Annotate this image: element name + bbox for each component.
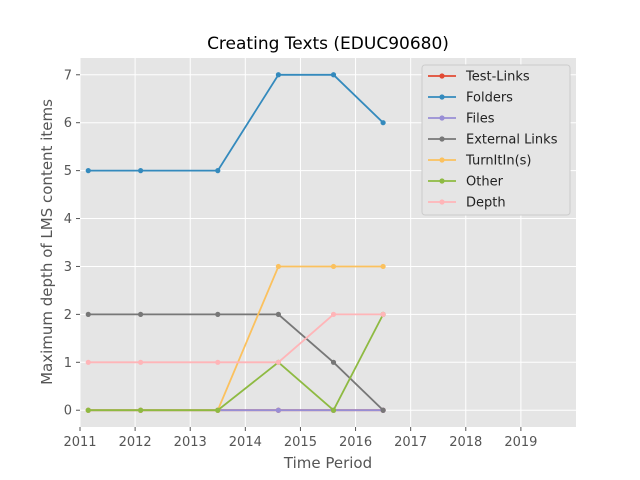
legend-item-other: Other (428, 175, 504, 190)
legend-label: Other (466, 175, 504, 190)
legend-label: TurnItIn(s) (465, 154, 531, 169)
y-axis-label: Maximum depth of LMS content items (38, 99, 56, 385)
legend-item-depth: Depth (428, 196, 506, 211)
series-line-other (88, 313, 384, 412)
data-point-external-links (275, 311, 281, 317)
legend-label: External Links (466, 133, 558, 148)
y-axis: 0 1 2 3 4 5 6 7 (64, 68, 80, 419)
y-tick-label: 5 (64, 164, 72, 179)
y-tick-label: 2 (64, 308, 72, 323)
x-tick-label: 2012 (119, 435, 152, 450)
series-line-depth (88, 313, 384, 364)
data-point-folders (85, 168, 91, 174)
data-point-folders (380, 120, 386, 126)
x-tick-label: 2014 (229, 435, 262, 450)
data-point-external-links (85, 311, 91, 317)
x-axis-label: Time Period (283, 454, 372, 472)
series-external-links (85, 311, 386, 413)
data-point-files (275, 407, 281, 413)
data-point-other (138, 407, 144, 413)
data-point-turnitin-s (330, 263, 337, 270)
series-other (85, 311, 386, 413)
series-depth (85, 311, 386, 365)
legend-marker (439, 136, 445, 142)
data-point-other (85, 407, 91, 413)
data-point-depth (330, 311, 337, 317)
series-line-folders (88, 73, 384, 172)
data-point-depth (215, 359, 221, 365)
series-folders (85, 72, 386, 174)
legend-marker (439, 157, 445, 163)
legend-marker (439, 94, 445, 100)
legend-label: Test-Links (465, 70, 530, 85)
x-axis: 2011 2012 2013 2014 2015 2016 2017 2018 2019 (63, 427, 537, 450)
data-point-folders (330, 72, 337, 78)
legend-item-turnitin-s: TurnItIn(s) (428, 154, 531, 169)
data-point-turnitin-s (380, 263, 386, 270)
x-tick-label: 2019 (504, 435, 537, 450)
data-point-depth (275, 359, 281, 365)
x-tick-label: 2015 (284, 435, 317, 450)
legend-marker (439, 73, 445, 79)
legend-item-files: Files (428, 112, 495, 127)
legend-label: Depth (466, 196, 506, 211)
data-point-external-links (380, 407, 386, 413)
legend-box (421, 64, 571, 216)
y-tick-label: 6 (64, 116, 72, 131)
data-point-folders (275, 72, 281, 78)
chart-title: Creating Texts (EDUC90680) (207, 34, 449, 54)
data-point-external-links (215, 311, 221, 317)
data-point-folders (215, 168, 221, 174)
y-tick-label: 7 (64, 68, 72, 83)
legend-marker (439, 199, 445, 205)
data-point-external-links (330, 359, 337, 365)
data-point-turnitin-s (275, 263, 281, 270)
x-tick-label: 2013 (174, 435, 207, 450)
series-layer (85, 72, 386, 413)
legend-marker (439, 178, 445, 184)
y-tick-label: 1 (64, 356, 72, 371)
x-tick-label: 2011 (63, 435, 96, 450)
x-tick-label: 2017 (394, 435, 427, 450)
data-point-other (330, 407, 337, 413)
legend-item-external-links: External Links (428, 133, 558, 148)
y-tick-label: 0 (64, 404, 72, 419)
data-point-depth (380, 311, 386, 317)
legend-item-folders: Folders (428, 91, 513, 106)
legend-item-test-links: Test-Links (428, 70, 530, 85)
y-tick-label: 3 (64, 260, 72, 275)
x-tick-label: 2016 (339, 435, 372, 450)
data-point-folders (138, 168, 144, 174)
data-point-other (215, 407, 221, 413)
data-point-depth (138, 359, 144, 365)
legend-label: Folders (466, 91, 513, 106)
x-tick-label: 2018 (449, 435, 482, 450)
legend: Test-Links Folders Files External Links Turn… (421, 64, 571, 216)
y-tick-label: 4 (64, 212, 72, 227)
data-point-depth (85, 359, 91, 365)
legend-marker (439, 115, 445, 121)
series-line-external-links (88, 313, 384, 411)
data-point-external-links (138, 311, 144, 317)
legend-label: Files (466, 112, 495, 127)
